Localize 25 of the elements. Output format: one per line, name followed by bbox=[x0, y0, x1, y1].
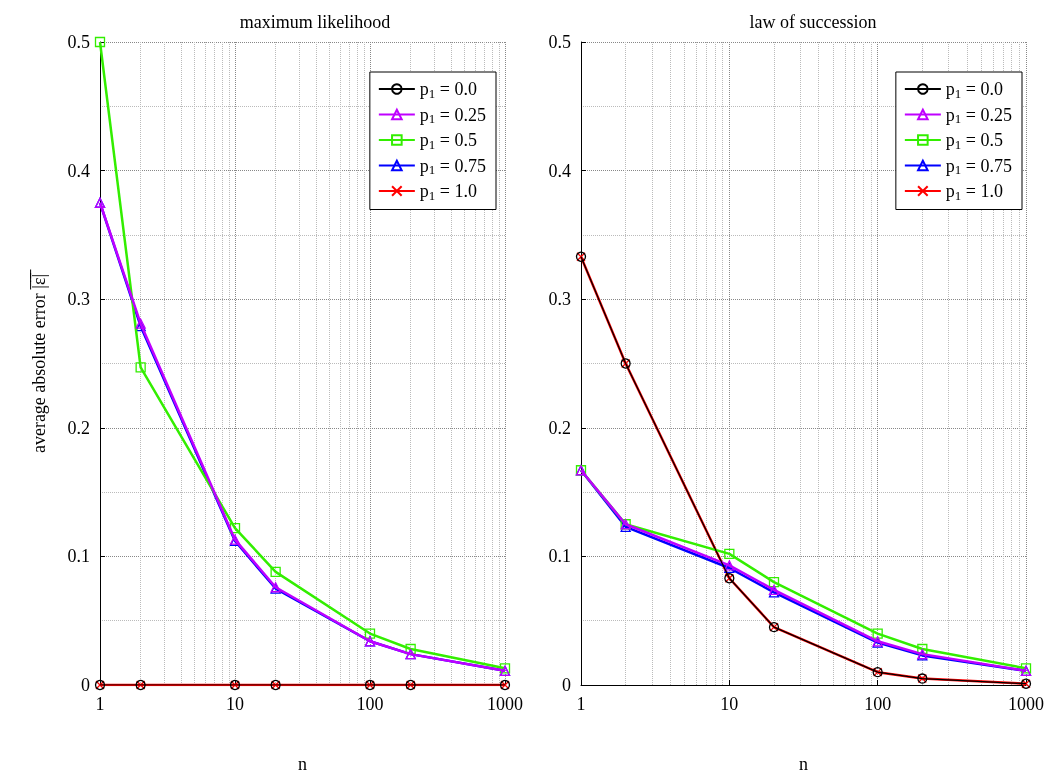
y-tick-label: 0.2 bbox=[67, 417, 90, 438]
y-tick-label: 0.3 bbox=[67, 289, 90, 310]
x-tick-label: 10 bbox=[720, 694, 739, 714]
y-tick-label: 0.3 bbox=[548, 289, 571, 310]
chart-title: maximum likelihood bbox=[239, 12, 391, 32]
y-tick-label: 0.1 bbox=[548, 546, 571, 567]
x-tick-label: 100 bbox=[356, 694, 384, 714]
x-tick-label: 100 bbox=[864, 694, 892, 714]
x-axis-title: n bbox=[298, 754, 307, 774]
x-tick-label: 1 bbox=[576, 694, 586, 714]
y-tick-label: 0.4 bbox=[67, 160, 90, 181]
y-tick-label: 0.5 bbox=[548, 32, 571, 52]
x-tick-label: 1000 bbox=[487, 694, 523, 714]
y-tick-label: 0.2 bbox=[548, 417, 571, 438]
y-tick-label: 0.5 bbox=[67, 32, 90, 52]
x-tick-label: 1000 bbox=[1008, 694, 1044, 714]
y-tick-label: 0 bbox=[81, 675, 90, 695]
x-tick-label: 1 bbox=[95, 694, 105, 714]
x-axis-title: n bbox=[799, 754, 808, 774]
y-axis-title: average absolute error |̅ε̅|̅ bbox=[29, 268, 49, 454]
chart-title: law of succession bbox=[749, 12, 877, 32]
y-tick-label: 0.4 bbox=[548, 160, 571, 181]
y-tick-label: 0 bbox=[562, 675, 571, 695]
y-tick-label: 0.1 bbox=[67, 546, 90, 567]
x-tick-label: 10 bbox=[226, 694, 244, 714]
